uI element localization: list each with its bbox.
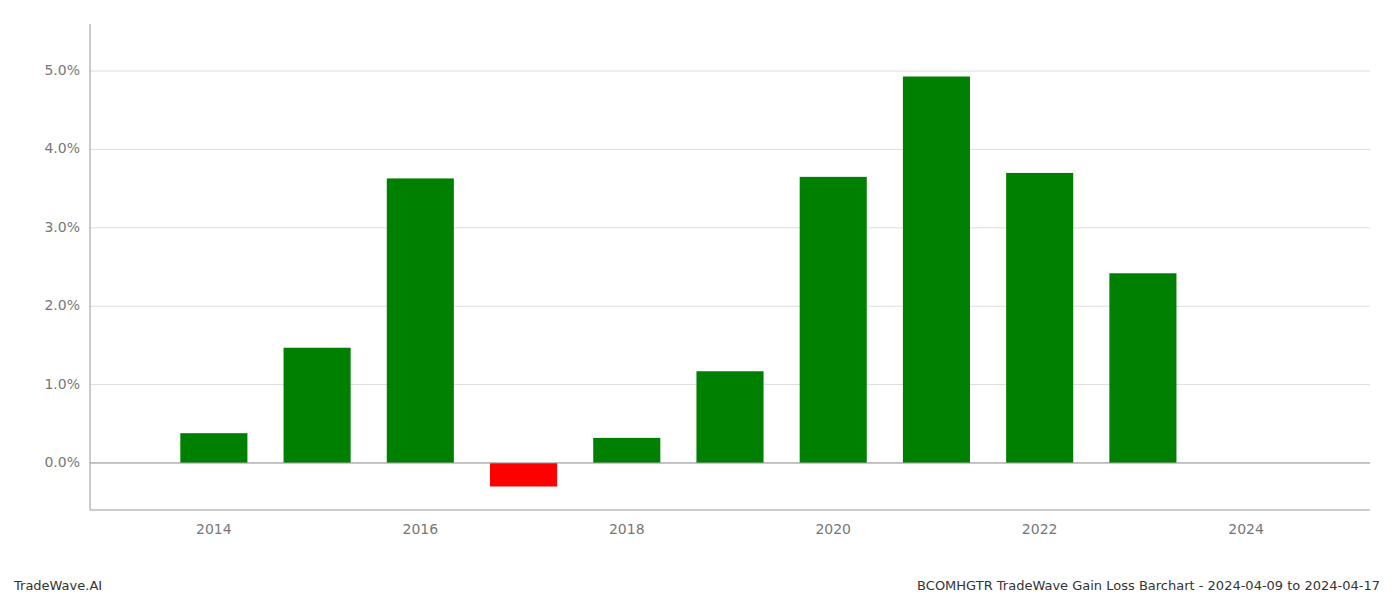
x-tick-label: 2022 (1022, 521, 1058, 537)
x-axis-line (90, 510, 1370, 511)
bar (593, 438, 660, 463)
grid-line (90, 462, 1370, 463)
x-tick-label: 2016 (403, 521, 439, 537)
grid-line (90, 306, 1370, 307)
y-tick-label: 1.0% (44, 376, 80, 392)
title: BCOMHGTR TradeWave Gain Loss Barchart - … (917, 578, 1380, 593)
x-tick-label: 2020 (815, 521, 851, 537)
grid-line (90, 149, 1370, 150)
bar (1006, 173, 1073, 463)
y-axis-line (90, 24, 91, 510)
bars (180, 77, 1176, 487)
chart: 0.0% 1.0% 2.0% 3.0% 4.0% 5.0% 2014 2016 2018 2020… (0, 0, 1400, 600)
bar (490, 463, 557, 487)
zero-line (90, 462, 1370, 463)
bar (696, 371, 763, 463)
y-axis-labels: 0.0% 1.0% 2.0% 3.0% 4.0% 5.0% (44, 62, 80, 470)
bar (903, 77, 970, 463)
bar (284, 348, 351, 463)
grid-line (90, 71, 1370, 72)
y-tick-label: 4.0% (44, 140, 80, 156)
x-tick-label: 2024 (1228, 521, 1264, 537)
bar (387, 178, 454, 463)
watermark: TradeWave.AI (13, 578, 102, 593)
y-tick-label: 2.0% (44, 297, 80, 313)
bar (180, 433, 247, 463)
x-axis-labels: 2014 2016 2018 2020 2022 2024 (196, 521, 1264, 537)
axes (90, 24, 1370, 510)
chart-container: 0.0% 1.0% 2.0% 3.0% 4.0% 5.0% 2014 2016 2018 2020… (0, 0, 1400, 600)
y-tick-label: 3.0% (44, 219, 80, 235)
y-tick-label: 0.0% (44, 454, 80, 470)
y-tick-label: 5.0% (44, 62, 80, 78)
grid (90, 71, 1370, 463)
x-tick-label: 2018 (609, 521, 645, 537)
grid-line (90, 227, 1370, 228)
bar (800, 177, 867, 463)
bar (1109, 273, 1176, 463)
x-tick-label: 2014 (196, 521, 232, 537)
